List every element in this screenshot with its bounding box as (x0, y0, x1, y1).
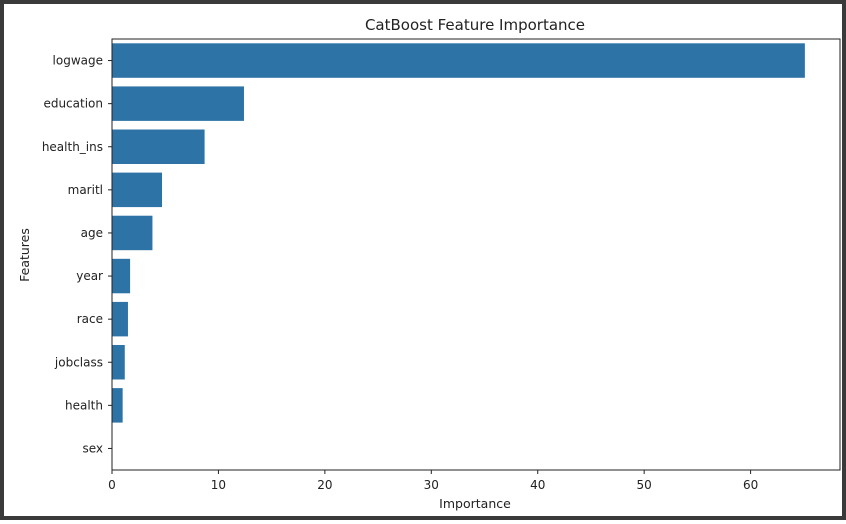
y-tick-label-maritl: maritl (68, 183, 103, 197)
x-tick-label-30: 30 (424, 478, 439, 492)
y-tick-label-education: education (43, 97, 103, 111)
bar-education (112, 86, 244, 121)
bars-group (112, 43, 805, 423)
bar-logwage (112, 43, 805, 78)
y-tick-label-jobclass: jobclass (54, 355, 103, 369)
bar-race (112, 301, 128, 337)
y-tick-label-sex: sex (82, 441, 103, 455)
bar-age (112, 215, 153, 251)
y-tick-label-health_ins: health_ins (42, 140, 103, 154)
x-tick-label-0: 0 (108, 478, 116, 492)
x-tick-label-20: 20 (317, 478, 332, 492)
x-tick-label-50: 50 (637, 478, 652, 492)
x-axis-label: Importance (439, 496, 511, 511)
y-tick-label-year: year (76, 269, 103, 283)
bar-maritl (112, 172, 163, 208)
y-tick-label-race: race (77, 312, 103, 326)
bar-jobclass (112, 345, 125, 380)
bar-chart: CatBoost Feature Importance logwage educa… (17, 16, 841, 511)
y-tick-label-age: age (81, 226, 103, 240)
x-tick-label-60: 60 (743, 478, 758, 492)
x-axis-ticks: 0 10 20 30 40 50 60 (108, 470, 758, 492)
bar-health (112, 388, 123, 423)
bar-year (112, 258, 131, 294)
bar-health_ins (112, 129, 205, 164)
y-tick-label-health: health (65, 398, 103, 412)
chart-title: CatBoost Feature Importance (365, 16, 585, 34)
y-axis-label: Features (17, 228, 32, 282)
plot-area-frame (111, 38, 841, 471)
x-tick-label-10: 10 (211, 478, 226, 492)
y-tick-label-logwage: logwage (53, 54, 103, 68)
x-tick-label-40: 40 (530, 478, 545, 492)
